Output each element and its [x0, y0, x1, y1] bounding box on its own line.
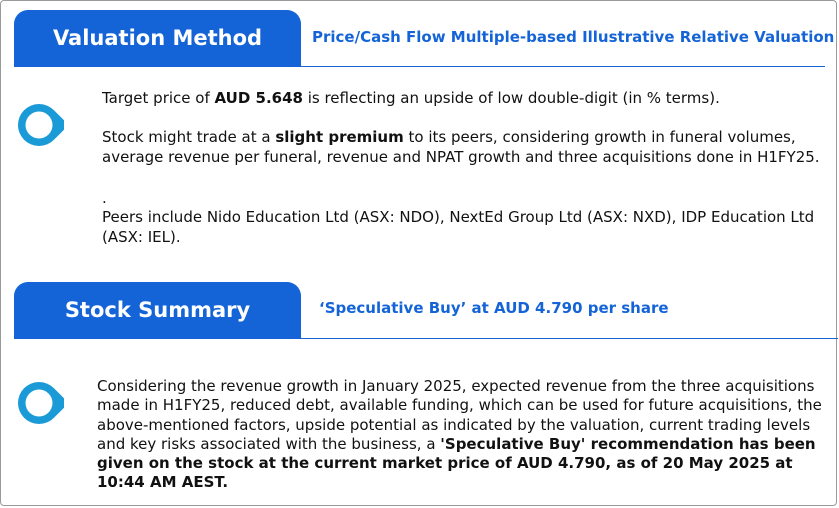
valuation-method-label: Valuation Method — [52, 26, 263, 50]
valuation-method-tab: Valuation Method — [14, 10, 301, 66]
stock-summary-label: Stock Summary — [64, 298, 251, 322]
target-price-text: Target price of AUD 5.648 is reflecting … — [102, 89, 720, 107]
recommendation-text: 'Speculative Buy' recommendation has bee… — [97, 434, 816, 492]
location-pin-icon — [18, 382, 64, 424]
peers-text: Peers include Nido Education Ltd (ASX: N… — [102, 208, 815, 246]
valuation-divider — [14, 66, 825, 67]
stock-summary-divider — [14, 338, 838, 339]
premium-text: Stock might trade at a slight premium to… — [102, 128, 820, 166]
stock-summary-tab: Stock Summary — [14, 282, 301, 338]
stock-summary-text: Considering the revenue growth in Januar… — [97, 377, 822, 492]
location-pin-icon — [18, 104, 64, 146]
stock-summary-subtitle: ‘Speculative Buy’ at AUD 4.790 per share — [319, 299, 669, 317]
target-price-value: AUD 5.648 — [214, 89, 303, 107]
separator-dot: . — [102, 189, 107, 207]
premium-emphasis: slight premium — [275, 128, 404, 146]
valuation-subtitle: Price/Cash Flow Multiple-based Illustrat… — [312, 28, 835, 46]
